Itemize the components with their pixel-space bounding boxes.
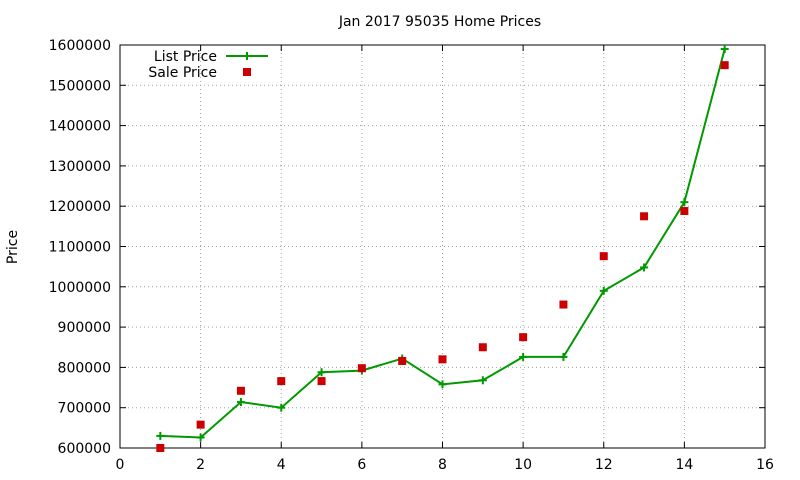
sale-price-point	[559, 300, 568, 309]
sale-price-point	[438, 355, 447, 364]
y-tick-label: 900000	[58, 320, 111, 336]
axis-ticks: 0 2 4 6 8 10 12 14 16 600000 700000 800000 900000 100…	[49, 38, 774, 473]
y-tick-label: 1500000	[49, 78, 111, 94]
legend-label-list-price: List Price	[154, 49, 217, 65]
y-tick-label: 600000	[58, 441, 111, 457]
legend-marker-list-price	[243, 52, 251, 60]
y-tick-label: 1200000	[49, 199, 111, 215]
sale-price-point	[680, 207, 689, 216]
sale-price-point	[519, 333, 528, 342]
sale-price-point	[640, 212, 649, 221]
list-price-point	[478, 376, 487, 385]
list-price-series-line	[160, 48, 726, 439]
x-tick-label: 16	[756, 457, 774, 473]
list-price-point	[640, 263, 649, 272]
legend-swatch-sale-price	[243, 68, 251, 76]
sale-price-point	[478, 343, 487, 352]
list-price-point	[236, 398, 245, 407]
legend-label-sale-price: Sale Price	[148, 65, 217, 81]
x-tick-label: 2	[196, 457, 205, 473]
list-price-point	[559, 352, 568, 361]
list-price-point	[720, 45, 729, 54]
x-tick-label: 8	[438, 457, 447, 473]
sale-price-point	[277, 377, 286, 386]
y-tick-label: 1600000	[49, 38, 111, 54]
y-tick-label: 700000	[58, 401, 111, 417]
y-tick-label: 800000	[58, 360, 111, 376]
sale-price-point	[720, 61, 729, 70]
sale-price-point	[357, 364, 366, 373]
list-price-point	[156, 431, 165, 440]
y-tick-label: 1300000	[49, 159, 111, 175]
list-price-point	[277, 403, 286, 412]
x-tick-label: 0	[116, 457, 125, 473]
list-price-point	[680, 198, 689, 207]
series	[156, 45, 729, 452]
list-price-point	[196, 433, 205, 442]
list-price-point	[438, 380, 447, 389]
y-tick-label: 1000000	[49, 280, 111, 296]
sale-price-point	[196, 420, 205, 429]
y-tick-label: 1400000	[49, 119, 111, 135]
sale-price-point	[236, 386, 245, 395]
y-axis-label: Price	[5, 230, 21, 264]
sale-price-point	[317, 377, 326, 386]
x-tick-label: 12	[595, 457, 613, 473]
sale-price-point	[156, 444, 165, 452]
list-price-point	[519, 352, 528, 361]
y-tick-label: 1100000	[49, 240, 111, 256]
sale-price-point	[398, 356, 407, 365]
chart-title: Jan 2017 95035 Home Prices	[338, 14, 541, 30]
sale-price-point	[599, 252, 608, 261]
x-tick-label: 4	[277, 457, 286, 473]
x-tick-label: 14	[675, 457, 693, 473]
x-tick-label: 6	[357, 457, 366, 473]
list-price-point	[317, 368, 326, 377]
list-price-point	[599, 286, 608, 295]
x-tick-label: 10	[514, 457, 532, 473]
